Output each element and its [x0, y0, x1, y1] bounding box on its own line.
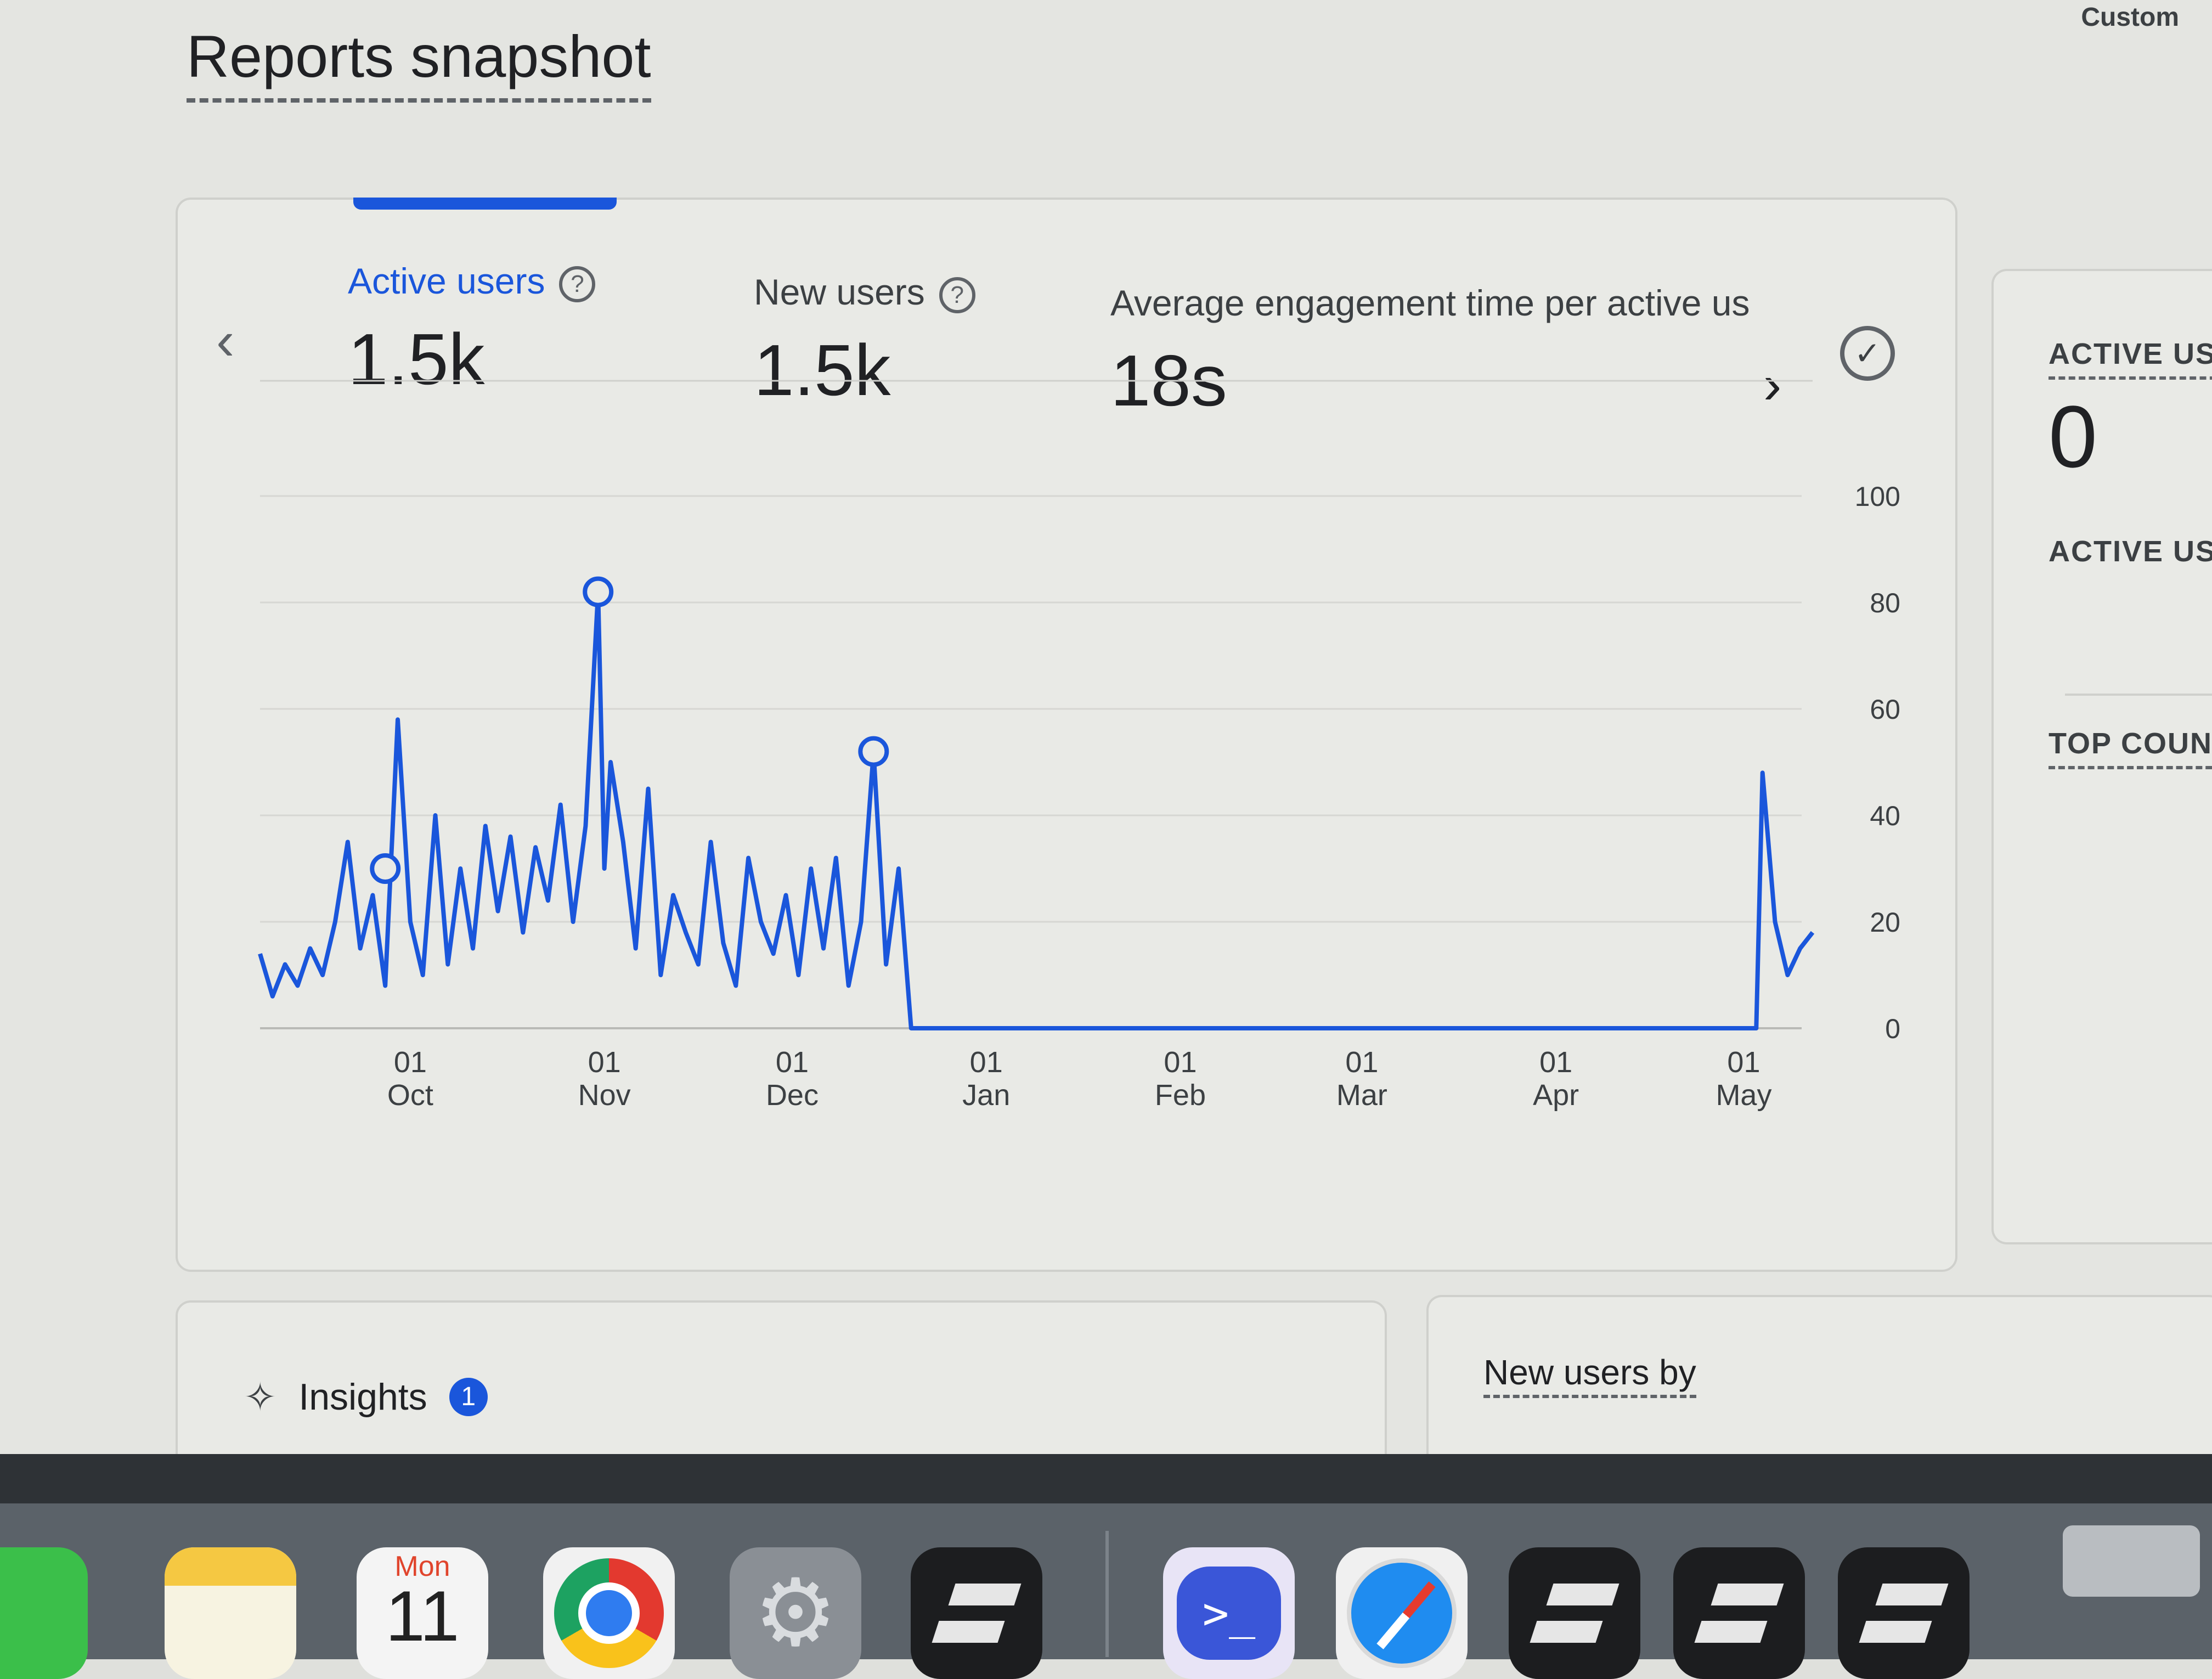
app-s-icon[interactable] [1673, 1547, 1805, 1679]
divider [2065, 694, 2212, 696]
facetime-icon[interactable] [0, 1547, 88, 1679]
x-tick-day: 01 [1539, 1046, 1572, 1079]
metric-value: 1.5k [348, 318, 485, 399]
overview-card: ‹ Active users? 1.5k New users? 1.5k Ave… [176, 198, 1957, 1272]
page-title[interactable]: Reports snapshot [187, 22, 651, 103]
x-tick-month: Dec [766, 1079, 819, 1112]
chevron-right-icon[interactable]: › [1763, 354, 1782, 415]
metric-new-users[interactable]: New users? 1.5k [754, 271, 975, 412]
x-tick-month: Nov [578, 1079, 631, 1112]
app-s-icon[interactable] [1509, 1547, 1640, 1679]
app-s-glyph [1533, 1580, 1616, 1646]
anomaly-marker [858, 736, 889, 767]
x-tick-month: Oct [387, 1079, 433, 1112]
x-tick-day: 01 [1164, 1046, 1197, 1079]
app-s-icon[interactable] [1838, 1547, 1970, 1679]
y-tick-label: 60 [1870, 694, 1900, 725]
notes-icon[interactable] [165, 1547, 296, 1679]
anomaly-marker [370, 853, 401, 884]
chrome-logo [554, 1558, 664, 1668]
app-s-glyph [1698, 1580, 1780, 1646]
x-tick-month: Jan [962, 1079, 1010, 1112]
x-tick-month: Mar [1336, 1079, 1387, 1112]
analytics-page: Custom Reports snapshot ‹ Active users? … [176, 3, 2212, 1524]
chrome-icon[interactable] [543, 1547, 675, 1679]
chevron-left-icon[interactable]: ‹ [216, 310, 235, 371]
metric-label: New users? [754, 271, 975, 313]
terminal-app-icon[interactable]: >_ [1163, 1547, 1295, 1679]
y-tick-label: 0 [1885, 1013, 1900, 1044]
y-tick-label: 20 [1870, 907, 1900, 938]
realtime-value: 0 [2049, 387, 2097, 486]
dock-separator [1105, 1531, 1109, 1657]
x-tick-day: 01 [394, 1046, 427, 1079]
insights-label: Insights [298, 1376, 427, 1418]
insights-count-badge: 1 [449, 1378, 488, 1416]
app-s-glyph [1863, 1580, 1945, 1646]
date-range-label[interactable]: Custom [2081, 3, 2179, 32]
calendar-icon[interactable]: Mon 11 [357, 1547, 488, 1679]
safari-compass [1347, 1558, 1457, 1668]
active-users-chart: 02040608010001Oct01Nov01Dec01Jan01Feb01M… [258, 380, 1900, 1112]
metric-label: Active users? [348, 260, 596, 302]
insights-sparkle-icon: ✧ [244, 1376, 277, 1419]
help-icon[interactable]: ? [559, 266, 596, 302]
help-icon[interactable]: ? [939, 277, 975, 313]
top-countries-title[interactable]: TOP COUNT [2049, 726, 2212, 769]
realtime-subtitle: ACTIVE USEI [2049, 535, 2212, 568]
x-tick-month: Feb [1155, 1079, 1206, 1112]
realtime-title[interactable]: ACTIVE USEI [2049, 337, 2212, 380]
y-tick-label: 100 [1855, 481, 1900, 512]
active-tab-indicator [353, 198, 617, 210]
chrome-logo-center [578, 1582, 640, 1644]
y-tick-label: 40 [1870, 801, 1900, 831]
metric-label: Average engagement time per active us [1110, 283, 1750, 323]
series-line [258, 589, 1815, 1030]
safari-icon[interactable] [1336, 1547, 1468, 1679]
x-tick-month: Apr [1533, 1079, 1579, 1112]
anomaly-marker [583, 576, 614, 607]
terminal-prompt-icon: >_ [1177, 1567, 1281, 1660]
calendar-date-label: 11 [385, 1576, 460, 1656]
metric-value: 1.5k [754, 329, 891, 410]
realtime-card: ACTIVE USEI 0 ACTIVE USEI TOP COUNT [1991, 269, 2212, 1244]
app-s-icon[interactable] [911, 1547, 1042, 1679]
calendar-day-label: Mon [394, 1551, 450, 1582]
finder-window-thumbnail[interactable] [2063, 1525, 2200, 1597]
x-tick-day: 01 [588, 1046, 621, 1079]
safari-needle [1376, 1581, 1436, 1649]
y-tick-label: 80 [1870, 588, 1900, 618]
check-circle-icon[interactable]: ✓ [1840, 326, 1895, 381]
app-s-glyph [935, 1580, 1018, 1646]
metric-active-users[interactable]: Active users? 1.5k [348, 260, 596, 401]
x-tick-day: 01 [1345, 1046, 1378, 1079]
insights-header[interactable]: ✧ Insights 1 [244, 1374, 488, 1420]
x-tick-month: May [1716, 1079, 1771, 1112]
x-tick-day: 01 [776, 1046, 809, 1079]
x-tick-day: 01 [1727, 1046, 1760, 1079]
new-users-title[interactable]: New users by [1483, 1352, 1696, 1398]
x-tick-day: 01 [970, 1046, 1003, 1079]
system-settings-icon[interactable]: ⚙ [730, 1547, 861, 1679]
